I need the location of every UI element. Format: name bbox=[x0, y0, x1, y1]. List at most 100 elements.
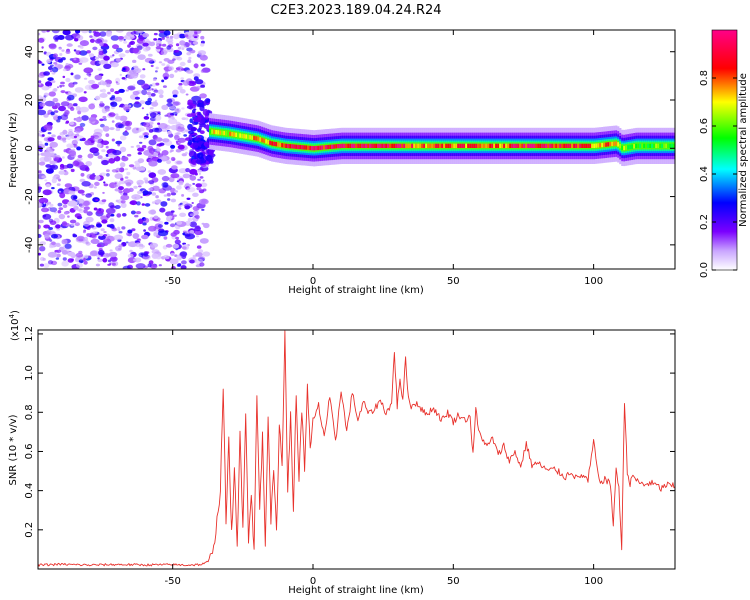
noise-speckle bbox=[201, 168, 204, 171]
signal-core bbox=[287, 143, 290, 149]
noise-speckle bbox=[128, 164, 135, 168]
burst-speckle bbox=[193, 117, 200, 123]
signal-column bbox=[363, 127, 366, 164]
signal-core bbox=[495, 143, 498, 148]
noise-speckle bbox=[194, 36, 198, 39]
noise-speckle bbox=[111, 262, 116, 266]
noise-speckle bbox=[59, 53, 63, 56]
noise-speckle bbox=[120, 117, 125, 121]
signal-core bbox=[595, 143, 598, 148]
noise-speckle bbox=[60, 81, 65, 85]
noise-speckle bbox=[199, 262, 205, 267]
signal-core bbox=[635, 143, 638, 149]
noise-speckle bbox=[114, 90, 120, 95]
noise-speckle bbox=[120, 200, 126, 204]
signal-core bbox=[437, 143, 440, 148]
burst-speckle bbox=[199, 159, 207, 164]
noise-speckle bbox=[118, 105, 122, 108]
signal-core bbox=[487, 143, 490, 148]
noise-speckle bbox=[171, 165, 178, 170]
signal-core bbox=[427, 143, 430, 148]
signal-column bbox=[669, 127, 672, 164]
noise-speckle bbox=[195, 183, 202, 188]
noise-speckle bbox=[70, 194, 78, 200]
noise-speckle bbox=[112, 54, 115, 57]
noise-speckle bbox=[134, 96, 140, 100]
signal-column bbox=[325, 129, 328, 166]
noise-speckle bbox=[68, 92, 73, 96]
noise-speckle bbox=[152, 78, 157, 81]
x-tick-label: 0 bbox=[310, 276, 316, 287]
noise-speckle bbox=[194, 172, 198, 176]
signal-core bbox=[321, 145, 324, 150]
noise-speckle bbox=[73, 58, 77, 61]
signal-column bbox=[417, 127, 420, 164]
noise-speckle bbox=[176, 263, 182, 267]
signal-core bbox=[481, 143, 484, 148]
signal-column bbox=[505, 127, 508, 164]
noise-speckle bbox=[58, 105, 66, 112]
noise-speckle bbox=[60, 101, 70, 107]
signal-core bbox=[409, 143, 412, 148]
noise-speckle bbox=[39, 246, 46, 252]
noise-speckle bbox=[119, 146, 127, 153]
signal-core bbox=[505, 143, 508, 148]
noise-speckle bbox=[58, 190, 62, 193]
noise-speckle bbox=[75, 133, 80, 137]
noise-speckle bbox=[41, 30, 47, 34]
noise-speckle bbox=[83, 236, 88, 242]
noise-speckle bbox=[58, 47, 62, 50]
signal-column bbox=[225, 115, 228, 152]
noise-speckle bbox=[95, 263, 100, 267]
snr-multiplier: (x104) bbox=[8, 310, 21, 341]
noise-speckle bbox=[107, 259, 111, 263]
signal-column bbox=[305, 129, 308, 166]
noise-speckle bbox=[97, 142, 101, 145]
signal-core bbox=[417, 143, 420, 148]
noise-speckle bbox=[184, 220, 192, 226]
noise-speckle bbox=[64, 183, 73, 189]
noise-speckle bbox=[149, 263, 158, 269]
signal-column bbox=[433, 127, 436, 164]
signal-core bbox=[231, 132, 234, 137]
noise-speckle bbox=[170, 187, 176, 194]
noise-speckle bbox=[53, 161, 58, 164]
noise-speckle bbox=[56, 119, 61, 123]
colorbar-label: Normalized spectral amplitude bbox=[738, 73, 749, 227]
noise-speckle bbox=[201, 198, 208, 204]
signal-core bbox=[369, 143, 372, 148]
signal-column bbox=[303, 129, 306, 166]
noise-speckle bbox=[39, 102, 46, 107]
signal-core bbox=[213, 129, 216, 134]
noise-speckle bbox=[136, 79, 146, 86]
signal-column bbox=[645, 127, 648, 164]
noise-speckle bbox=[193, 63, 199, 68]
noise-speckle bbox=[58, 213, 66, 220]
noise-speckle bbox=[99, 42, 104, 47]
noise-speckle bbox=[192, 182, 196, 185]
signal-column bbox=[459, 127, 462, 164]
noise-speckle bbox=[110, 88, 115, 93]
noise-speckle bbox=[161, 182, 168, 188]
noise-speckle bbox=[98, 233, 104, 237]
noise-speckle bbox=[67, 215, 70, 218]
noise-speckle bbox=[169, 223, 176, 228]
y-tick-label: 0.4 bbox=[24, 483, 35, 499]
noise-speckle bbox=[61, 84, 65, 87]
signal-core bbox=[293, 144, 296, 149]
signal-core bbox=[261, 137, 264, 143]
signal-column bbox=[263, 122, 266, 159]
signal-core bbox=[529, 143, 532, 148]
signal-column bbox=[415, 127, 418, 164]
signal-core bbox=[545, 143, 548, 148]
noise-speckle bbox=[52, 97, 59, 103]
noise-speckle bbox=[198, 172, 201, 175]
noise-speckle bbox=[172, 89, 179, 96]
signal-column bbox=[265, 123, 268, 160]
noise-speckle bbox=[153, 32, 158, 36]
noise-speckle bbox=[105, 253, 112, 257]
noise-speckle bbox=[86, 50, 91, 54]
noise-speckle bbox=[91, 83, 100, 89]
noise-speckle bbox=[174, 160, 183, 166]
noise-speckle bbox=[49, 220, 57, 225]
